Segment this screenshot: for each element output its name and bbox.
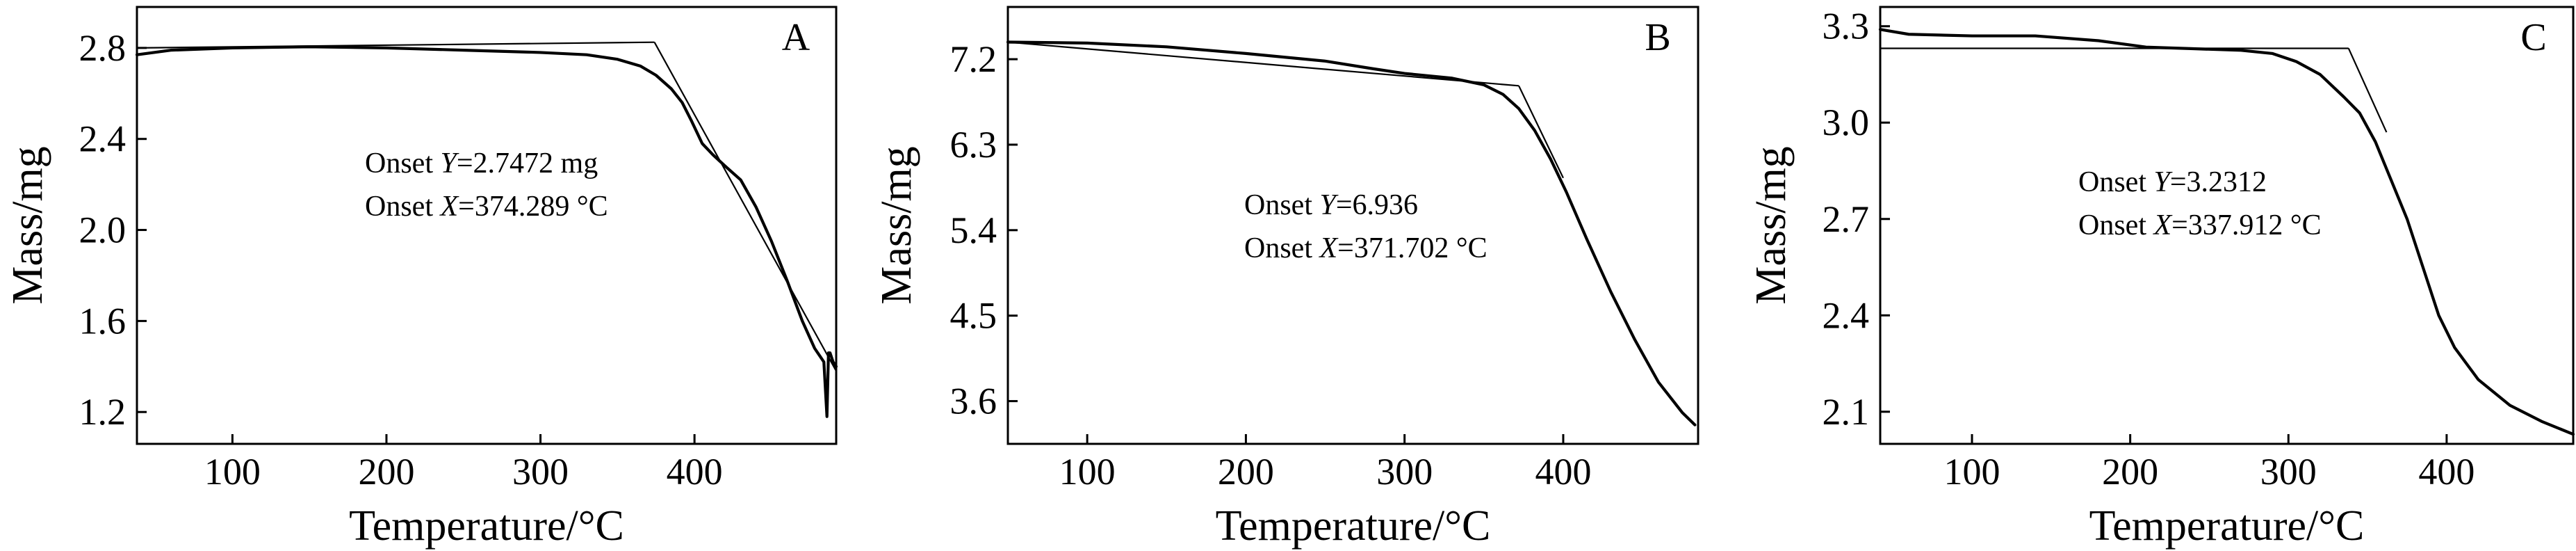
x-tick-label: 300 <box>512 451 569 493</box>
x-tick-label: 200 <box>1218 451 1274 493</box>
x-tick-label: 400 <box>2418 451 2475 493</box>
onset-tangent-line <box>653 42 837 372</box>
onset-x-annotation: Onset X=371.702 °C <box>1244 232 1487 264</box>
y-tick-label: 3.6 <box>950 381 997 422</box>
y-tick-label: 1.2 <box>79 391 127 433</box>
x-tick-label: 400 <box>1535 451 1591 493</box>
y-tick-label: 3.3 <box>1823 6 1870 47</box>
onset-y-annotation: Onset Y=6.936 <box>1244 189 1418 221</box>
x-tick-label: 100 <box>204 451 261 493</box>
tga-curve <box>1006 40 1697 426</box>
x-axis-title: Temperature/°C <box>2089 502 2365 550</box>
plot-frame <box>1879 6 2575 445</box>
x-tick-label: 200 <box>2102 451 2158 493</box>
y-tick-label: 2.7 <box>1823 198 1870 240</box>
y-axis-title: Mass/mg <box>4 146 51 304</box>
y-tick-label: 4.5 <box>950 295 997 337</box>
tga-curve <box>1878 28 2575 436</box>
onset-y-annotation: Onset Y=3.2312 <box>2078 166 2267 198</box>
y-tick-label: 2.1 <box>1823 391 1870 433</box>
panel-C: 100 200 300 400 2.1 2.4 2.7 3.0 3.3 Temperature/°… <box>1747 6 2575 550</box>
y-tick-label: 6.3 <box>950 124 997 166</box>
x-axis-title: Temperature/°C <box>1216 502 1491 550</box>
onset-tangent-line <box>1518 85 1564 179</box>
panel-A: 100 200 300 400 1.2 1.6 2.0 2.4 2.8 Temperature/°… <box>4 6 838 550</box>
y-tick-label: 2.4 <box>79 118 127 160</box>
y-tick-label: 1.6 <box>79 300 127 342</box>
panel-letter: C <box>2520 16 2546 59</box>
onset-y-annotation: Onset Y=2.7472 mg <box>365 147 598 179</box>
x-tick-label: 100 <box>1059 451 1116 493</box>
y-axis-title: Mass/mg <box>873 146 920 304</box>
y-tick-label: 2.0 <box>79 209 127 251</box>
plot-frame <box>136 6 838 445</box>
y-tick-label: 2.4 <box>1823 294 1870 336</box>
onset-tangent-line <box>2347 48 2388 133</box>
onset-tangent-line <box>1007 41 1519 87</box>
x-tick-label: 300 <box>1376 451 1433 493</box>
tga-curve <box>135 45 838 418</box>
panel-B: 100 200 300 400 3.6 4.5 5.4 6.3 7.2 Temperature/°… <box>873 6 1699 550</box>
x-tick-label: 400 <box>667 451 723 493</box>
x-axis-title: Temperature/°C <box>349 502 624 550</box>
y-tick-label: 3.0 <box>1823 102 1870 143</box>
y-tick-label: 5.4 <box>950 209 997 251</box>
y-tick-label: 7.2 <box>950 38 997 80</box>
y-tick-label: 2.8 <box>79 27 127 69</box>
panel-letter: A <box>782 16 810 59</box>
onset-x-annotation: Onset X=337.912 °C <box>2078 209 2322 241</box>
onset-x-annotation: Onset X=374.289 °C <box>365 191 608 223</box>
plot-frame <box>1006 6 1699 445</box>
x-tick-label: 300 <box>2260 451 2317 493</box>
x-tick-label: 200 <box>358 451 414 493</box>
y-axis-title: Mass/mg <box>1747 146 1795 304</box>
x-tick-label: 100 <box>1944 451 2000 493</box>
panel-letter: B <box>1645 16 1670 59</box>
